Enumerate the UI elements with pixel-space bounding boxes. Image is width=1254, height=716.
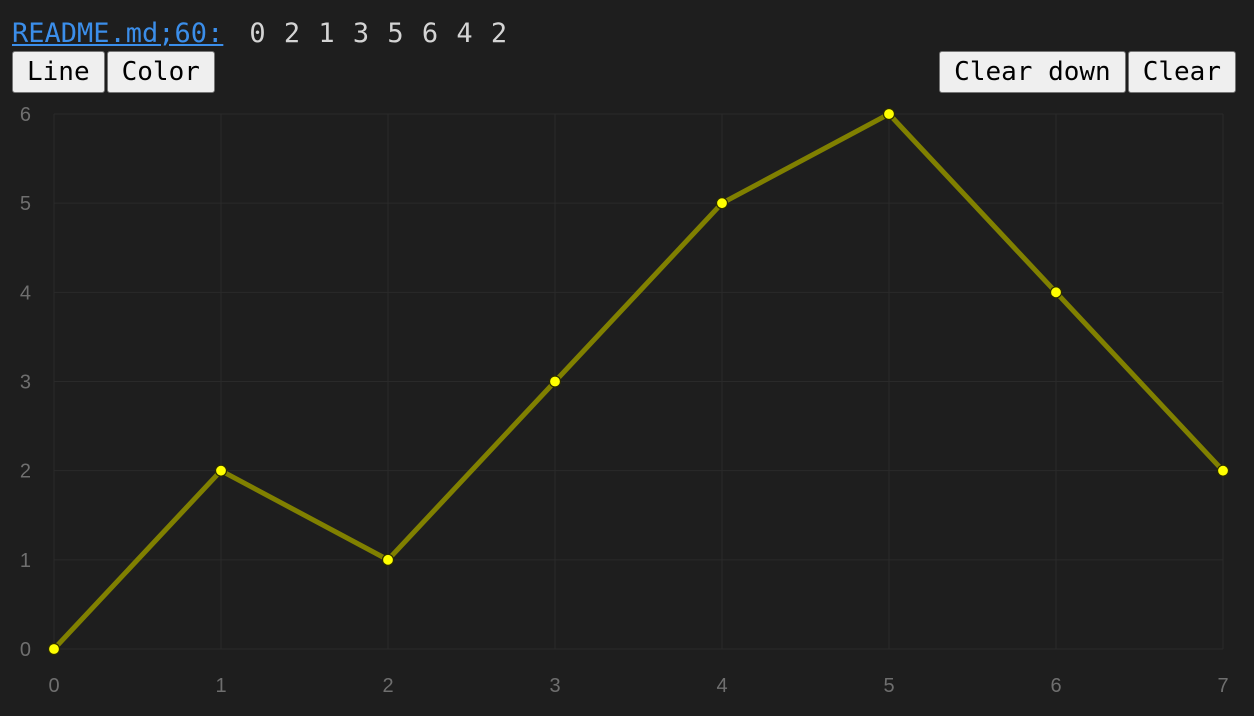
clear-button[interactable]: Clear	[1127, 51, 1236, 93]
data-point-5	[882, 107, 896, 121]
series-line-0	[51, 111, 1226, 652]
x-tick-label-5: 5	[883, 675, 894, 697]
source-link[interactable]: README.md;60:	[12, 18, 224, 49]
x-tick-label-6: 6	[1050, 675, 1061, 697]
y-tick-label-1: 1	[20, 550, 31, 572]
x-tick-label-7: 7	[1217, 675, 1228, 697]
x-tick-label-4: 4	[716, 675, 727, 697]
x-tick-label-0: 0	[48, 675, 59, 697]
data-point-6	[1049, 286, 1063, 299]
x-tick-label-1: 1	[215, 675, 226, 697]
line-button[interactable]: Line	[12, 51, 105, 93]
x-tick-label-2: 2	[382, 675, 393, 697]
data-point-1	[214, 464, 228, 477]
y-tick-label-3: 3	[20, 372, 31, 394]
toolbar-left: Line Color	[12, 51, 215, 93]
data-point-7	[1216, 464, 1230, 477]
x-tick-label-3: 3	[549, 675, 560, 697]
clear-down-button[interactable]: Clear down	[939, 51, 1126, 93]
color-button[interactable]: Color	[106, 51, 215, 93]
data-point-4	[715, 197, 729, 210]
toolbar-right: Clear down Clear	[939, 51, 1236, 93]
y-tick-label-6: 6	[20, 104, 31, 126]
y-tick-label-4: 4	[20, 282, 31, 304]
data-point-0	[47, 642, 61, 656]
data-point-2	[381, 553, 395, 566]
y-tick-label-5: 5	[20, 193, 31, 215]
data-point-3	[548, 375, 562, 388]
header-line: README.md;60: 0 2 1 3 5 6 4 2	[12, 16, 508, 52]
y-tick-label-2: 2	[20, 461, 31, 483]
values-readout: 0 2 1 3 5 6 4 2	[249, 18, 509, 49]
y-tick-label-0: 0	[20, 639, 31, 661]
